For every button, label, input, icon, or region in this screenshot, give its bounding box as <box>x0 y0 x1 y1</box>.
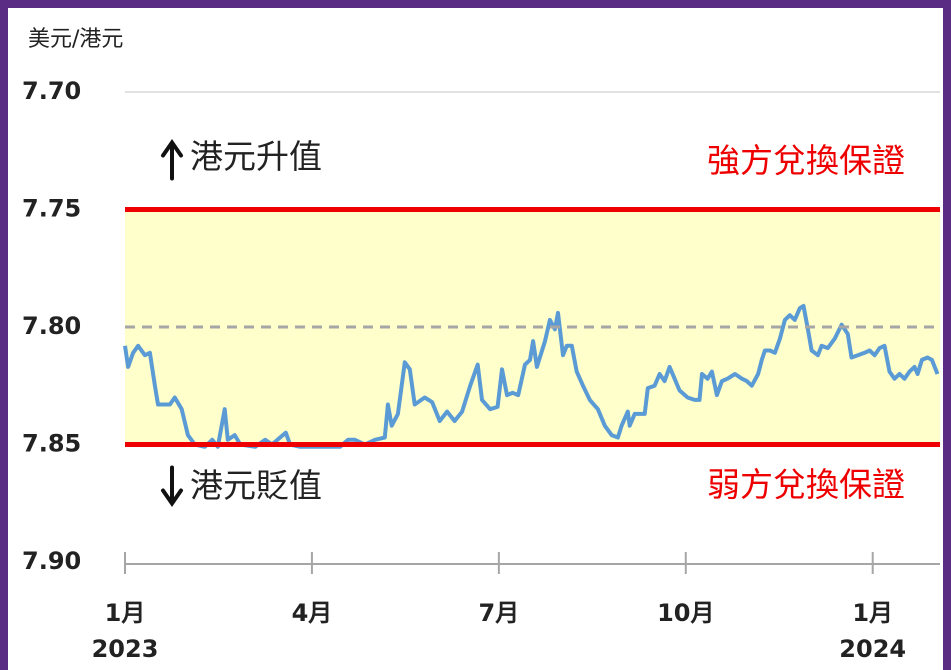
annotation: 港元升值 <box>190 137 322 176</box>
y-tick-label: 7.75 <box>22 195 81 223</box>
arrow <box>161 465 183 508</box>
y-tick-label: 7.80 <box>22 312 81 340</box>
x-year-label: 2023 <box>92 635 159 663</box>
y-tick-label: 7.85 <box>22 430 81 458</box>
x-year-label: 2024 <box>839 635 906 663</box>
x-tick-label: 1月 <box>852 599 893 627</box>
reference-label: 弱方兌換保證 <box>707 465 905 504</box>
y-tick-label: 7.90 <box>22 547 81 575</box>
x-tick-label: 1月 <box>105 599 146 627</box>
x-tick-label: 10月 <box>657 599 714 627</box>
arrow <box>161 138 183 181</box>
annotation: 港元貶值 <box>190 466 322 505</box>
x-tick-label: 7月 <box>479 599 520 627</box>
reference-label: 強方兌換保證 <box>707 141 905 180</box>
x-tick-label: 4月 <box>292 599 333 627</box>
band <box>125 209 940 445</box>
y-tick-label: 7.70 <box>22 77 81 105</box>
y-axis-label: 美元/港元 <box>28 27 123 52</box>
